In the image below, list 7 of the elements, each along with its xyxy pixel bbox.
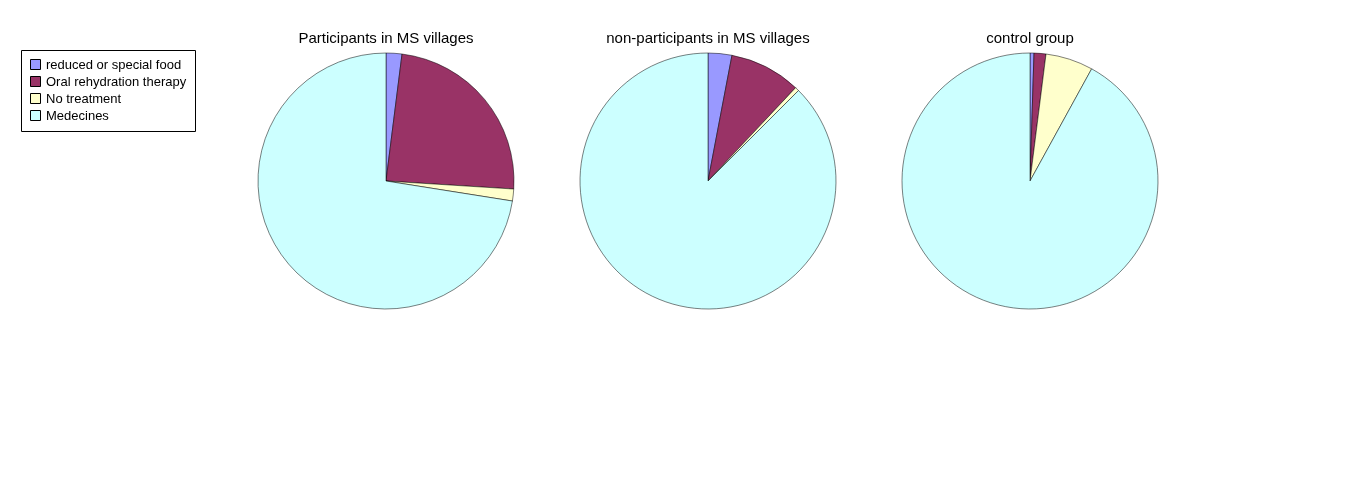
legend-label: Medecines xyxy=(46,107,110,123)
chart-title: control group xyxy=(986,29,1074,46)
chart-title: non-participants in MS villages xyxy=(606,29,810,46)
legend-label: reduced or special food xyxy=(46,56,182,72)
legend-label: No treatment xyxy=(46,90,122,106)
legend-label: Oral rehydration therapy xyxy=(46,73,187,89)
chart-title: Participants in MS villages xyxy=(298,28,474,46)
